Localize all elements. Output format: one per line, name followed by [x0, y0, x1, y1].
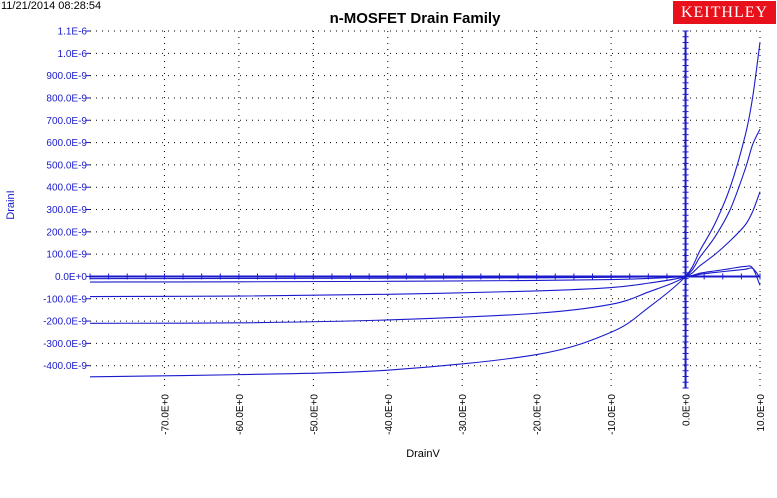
grid	[90, 30, 761, 388]
y-tick-label: 800.0E-9	[46, 93, 87, 104]
x-axis-label: DrainV	[406, 448, 440, 460]
keithley-logo: KEITHLEY	[673, 1, 776, 24]
x-tick-label: -10.0E+0	[607, 394, 618, 435]
y-tick-label: 600.0E-9	[46, 138, 87, 149]
series-layer	[89, 42, 761, 378]
series-curve-3	[89, 191, 761, 298]
x-tick-labels: -70.0E+0 -60.0E+0 -50.0E+0 -40.0E+0 -30.0E+0…	[160, 394, 767, 435]
y-tick-label: -100.0E-9	[43, 294, 87, 305]
y-tick-labels: 1.1E-6 1.0E-6 900.0E-9 800.0E-9 700.0E-9 600.…	[43, 27, 87, 373]
y-tick-label: 100.0E-9	[46, 250, 87, 261]
y-tick-label: 1.1E-6	[58, 27, 88, 38]
x-tick-label: -40.0E+0	[384, 394, 395, 435]
y-tick-label: -200.0E-9	[43, 317, 87, 328]
y-tick-label: 200.0E-9	[46, 227, 87, 238]
chart-title: n-MOSFET Drain Family	[329, 10, 501, 27]
y-tick-label: 400.0E-9	[46, 183, 87, 194]
x-tick-label: -30.0E+0	[458, 394, 469, 435]
x-tick-label: -50.0E+0	[309, 394, 320, 435]
x-tick-label: 10.0E+0	[756, 394, 767, 432]
series-curve-2	[89, 128, 761, 324]
series-curve-4	[89, 267, 761, 283]
y-tick-label: 300.0E-9	[46, 205, 87, 216]
y-tick-label: -300.0E-9	[43, 339, 87, 350]
x-tick-label: 0.0E+0	[682, 394, 693, 426]
x-tick-label: -70.0E+0	[160, 394, 171, 435]
y-tick-label: 700.0E-9	[46, 116, 87, 127]
axes	[86, 30, 761, 389]
y-tick-label: -400.0E-9	[43, 361, 87, 372]
y-tick-label: 0.0E+0	[55, 272, 87, 283]
series-curve-1	[89, 42, 761, 378]
y-tick-label: 900.0E-9	[46, 71, 87, 82]
y-axis-label: DrainI	[5, 190, 17, 219]
y-tick-label: 1.0E-6	[58, 49, 88, 60]
y-tick-label: 500.0E-9	[46, 160, 87, 171]
timestamp: 11/21/2014 08:28:54	[1, 0, 102, 12]
x-tick-label: -60.0E+0	[235, 394, 246, 435]
x-tick-label: -20.0E+0	[533, 394, 544, 435]
